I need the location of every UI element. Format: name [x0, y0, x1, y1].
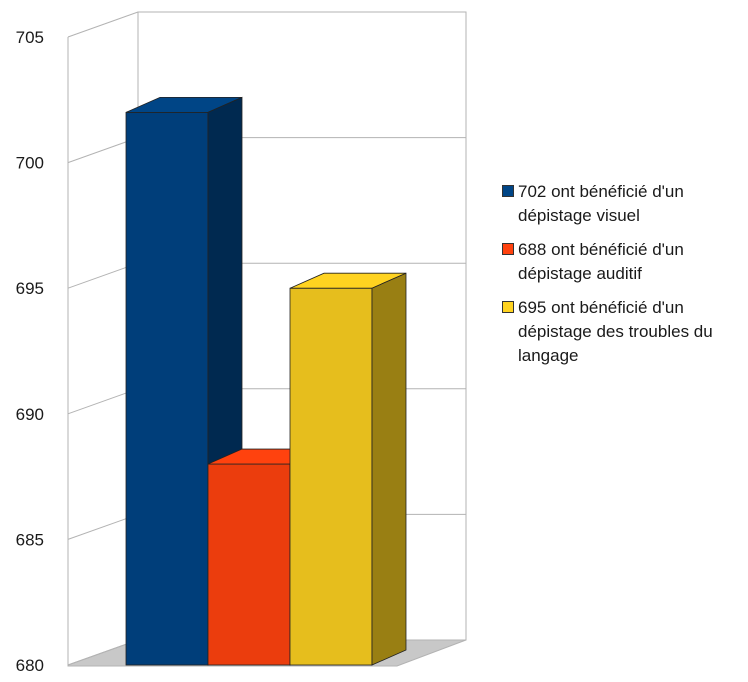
legend-swatch — [502, 185, 514, 197]
bar-side-face — [371, 272, 407, 666]
bar-front-face — [207, 463, 291, 666]
legend-item-auditif: 688 ont bénéficié d'un dépistage auditif — [502, 238, 748, 286]
y-tick-label: 705 — [16, 28, 44, 47]
legend-label: 695 ont bénéficié d'un dépistage des tro… — [518, 298, 713, 365]
bar-front-face — [125, 111, 209, 666]
y-tick-label: 700 — [16, 154, 44, 173]
legend-swatch — [502, 243, 514, 255]
legend-item-visuel: 702 ont bénéficié d'un dépistage visuel — [502, 180, 748, 228]
legend-swatch — [502, 301, 514, 313]
y-tick-label: 685 — [16, 530, 44, 549]
chart-legend: 702 ont bénéficié d'un dépistage visuel … — [502, 180, 748, 378]
chart-bars — [125, 96, 407, 666]
bar-3 — [289, 272, 407, 666]
y-axis-tick-labels: 680 685 690 695 700 705 — [16, 28, 44, 675]
legend-label: 702 ont bénéficié d'un dépistage visuel — [518, 182, 684, 225]
y-tick-label: 680 — [16, 656, 44, 675]
legend-item-langage: 695 ont bénéficié d'un dépistage des tro… — [502, 296, 748, 368]
y-tick-label: 695 — [16, 279, 44, 298]
bar-front-face — [289, 287, 373, 666]
y-tick-label: 690 — [16, 405, 44, 424]
legend-label: 688 ont bénéficié d'un dépistage auditif — [518, 240, 684, 283]
gridline-side — [67, 11, 139, 38]
bar-1 — [125, 96, 243, 666]
